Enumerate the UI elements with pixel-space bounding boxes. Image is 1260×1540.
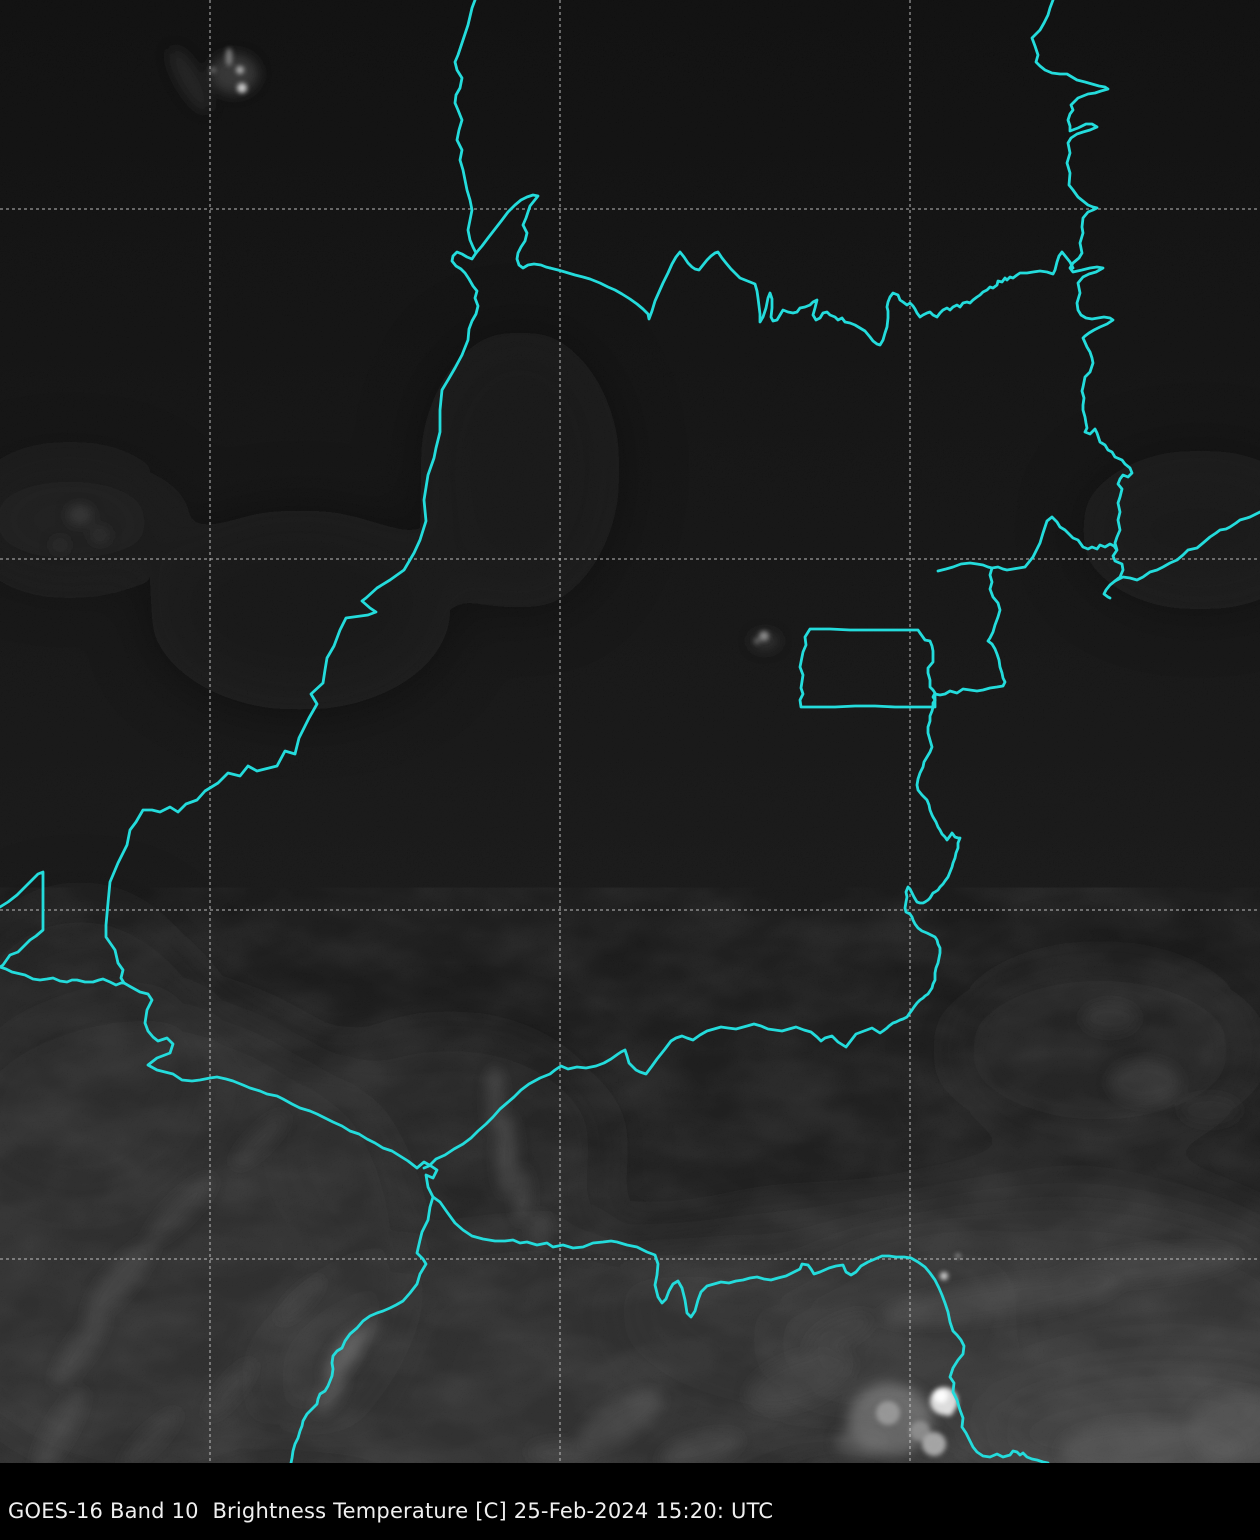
boundary-east-diagonal: [1113, 510, 1260, 583]
boundary-river-north: [453, 0, 478, 255]
river-southwest-branch: [289, 1195, 435, 1463]
latlon-grid: [0, 0, 1260, 1463]
state-boundaries: [0, 0, 1260, 1463]
boundary-east-to-df: [933, 566, 1007, 702]
satellite-map: [0, 0, 1260, 1463]
river-mountain-segment: [936, 515, 1118, 573]
caption-text: GOES-16 Band 10 Brightness Temperature […: [8, 1499, 774, 1523]
grain-texture: [0, 0, 1260, 1463]
boundary-southwest-notch: [0, 870, 126, 987]
boundary-hairpin-spur: [474, 193, 552, 270]
cloud-field: [0, 0, 1260, 1463]
boundary-west: [104, 250, 480, 985]
distrito-federal-outline: [798, 627, 937, 709]
boundary-north-zigzag: [548, 250, 1075, 347]
boundary-northeast: [1030, 0, 1134, 600]
caption-bar: GOES-16 Band 10 Brightness Temperature […: [0, 1463, 1260, 1540]
boundary-southeast: [422, 698, 962, 1170]
boundary-south-to-knot: [122, 981, 439, 1199]
river-southeast-branch: [431, 1195, 1050, 1463]
